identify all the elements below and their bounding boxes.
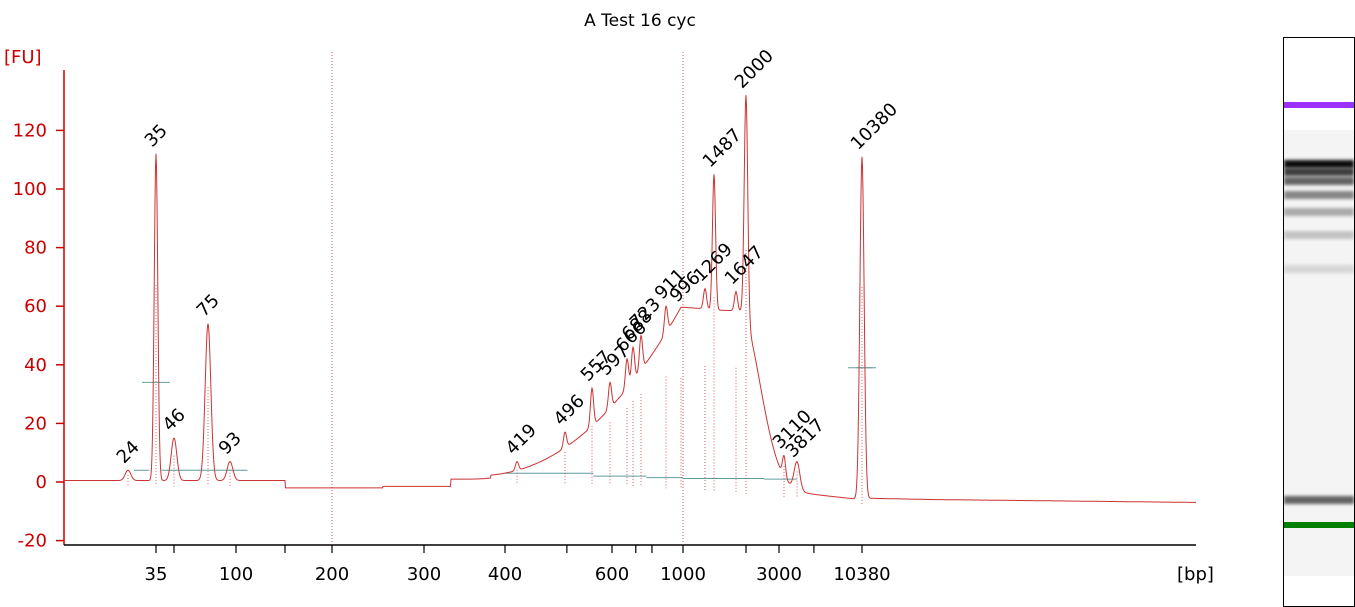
gel-band — [1284, 265, 1354, 273]
peak-label: 496 — [550, 391, 589, 430]
electropherogram-chart: A Test 16 cyc [FU] -20 0 20 40 60 80 100 120 [b… — [4, 11, 1214, 585]
peak-label: 1487 — [699, 125, 746, 172]
peak-label: 46 — [159, 405, 190, 436]
y-tick-label: 60 — [24, 296, 47, 317]
gel-band — [1284, 496, 1354, 504]
peak-label: 75 — [193, 290, 224, 321]
gel-band — [1284, 208, 1354, 216]
y-tick-label: 20 — [24, 413, 47, 434]
peak-label: 419 — [502, 420, 541, 459]
y-tick-label: 40 — [24, 355, 47, 376]
gel-band — [1284, 231, 1354, 239]
gel-image — [1283, 37, 1355, 607]
chart-title: A Test 16 cyc — [584, 11, 696, 31]
x-tick-label: 1000 — [660, 564, 706, 585]
peak-label: 24 — [113, 437, 144, 468]
gel-band — [1284, 177, 1354, 185]
gel-band — [1284, 102, 1354, 108]
x-tick-label: 10380 — [833, 564, 890, 585]
gel-band — [1284, 191, 1354, 199]
x-tick-label: 100 — [219, 564, 253, 585]
x-tick-label: 400 — [488, 564, 522, 585]
peak-label: 93 — [215, 428, 246, 459]
gel-band — [1284, 522, 1354, 528]
y-tick-label: 100 — [13, 179, 47, 200]
peak-label: 35 — [141, 120, 172, 151]
x-tick-label: 600 — [595, 564, 629, 585]
peak-label: 10380 — [847, 99, 902, 154]
x-tick-label: 300 — [407, 564, 441, 585]
x-tick-label: 3000 — [756, 564, 802, 585]
gel-band — [1284, 168, 1354, 176]
y-tick-label: 0 — [36, 472, 47, 493]
y-tick-label: 80 — [24, 238, 47, 259]
x-axis-label: [bp] — [1177, 564, 1214, 585]
peak-label: 2000 — [731, 46, 778, 93]
y-axis-label: [FU] — [4, 47, 42, 68]
trace-line — [64, 95, 1196, 503]
x-tick-label: 35 — [145, 564, 168, 585]
x-tick-label: 200 — [315, 564, 349, 585]
y-tick-label: 120 — [13, 120, 47, 141]
gel-band — [1284, 160, 1354, 168]
y-tick-label: -20 — [18, 531, 47, 552]
